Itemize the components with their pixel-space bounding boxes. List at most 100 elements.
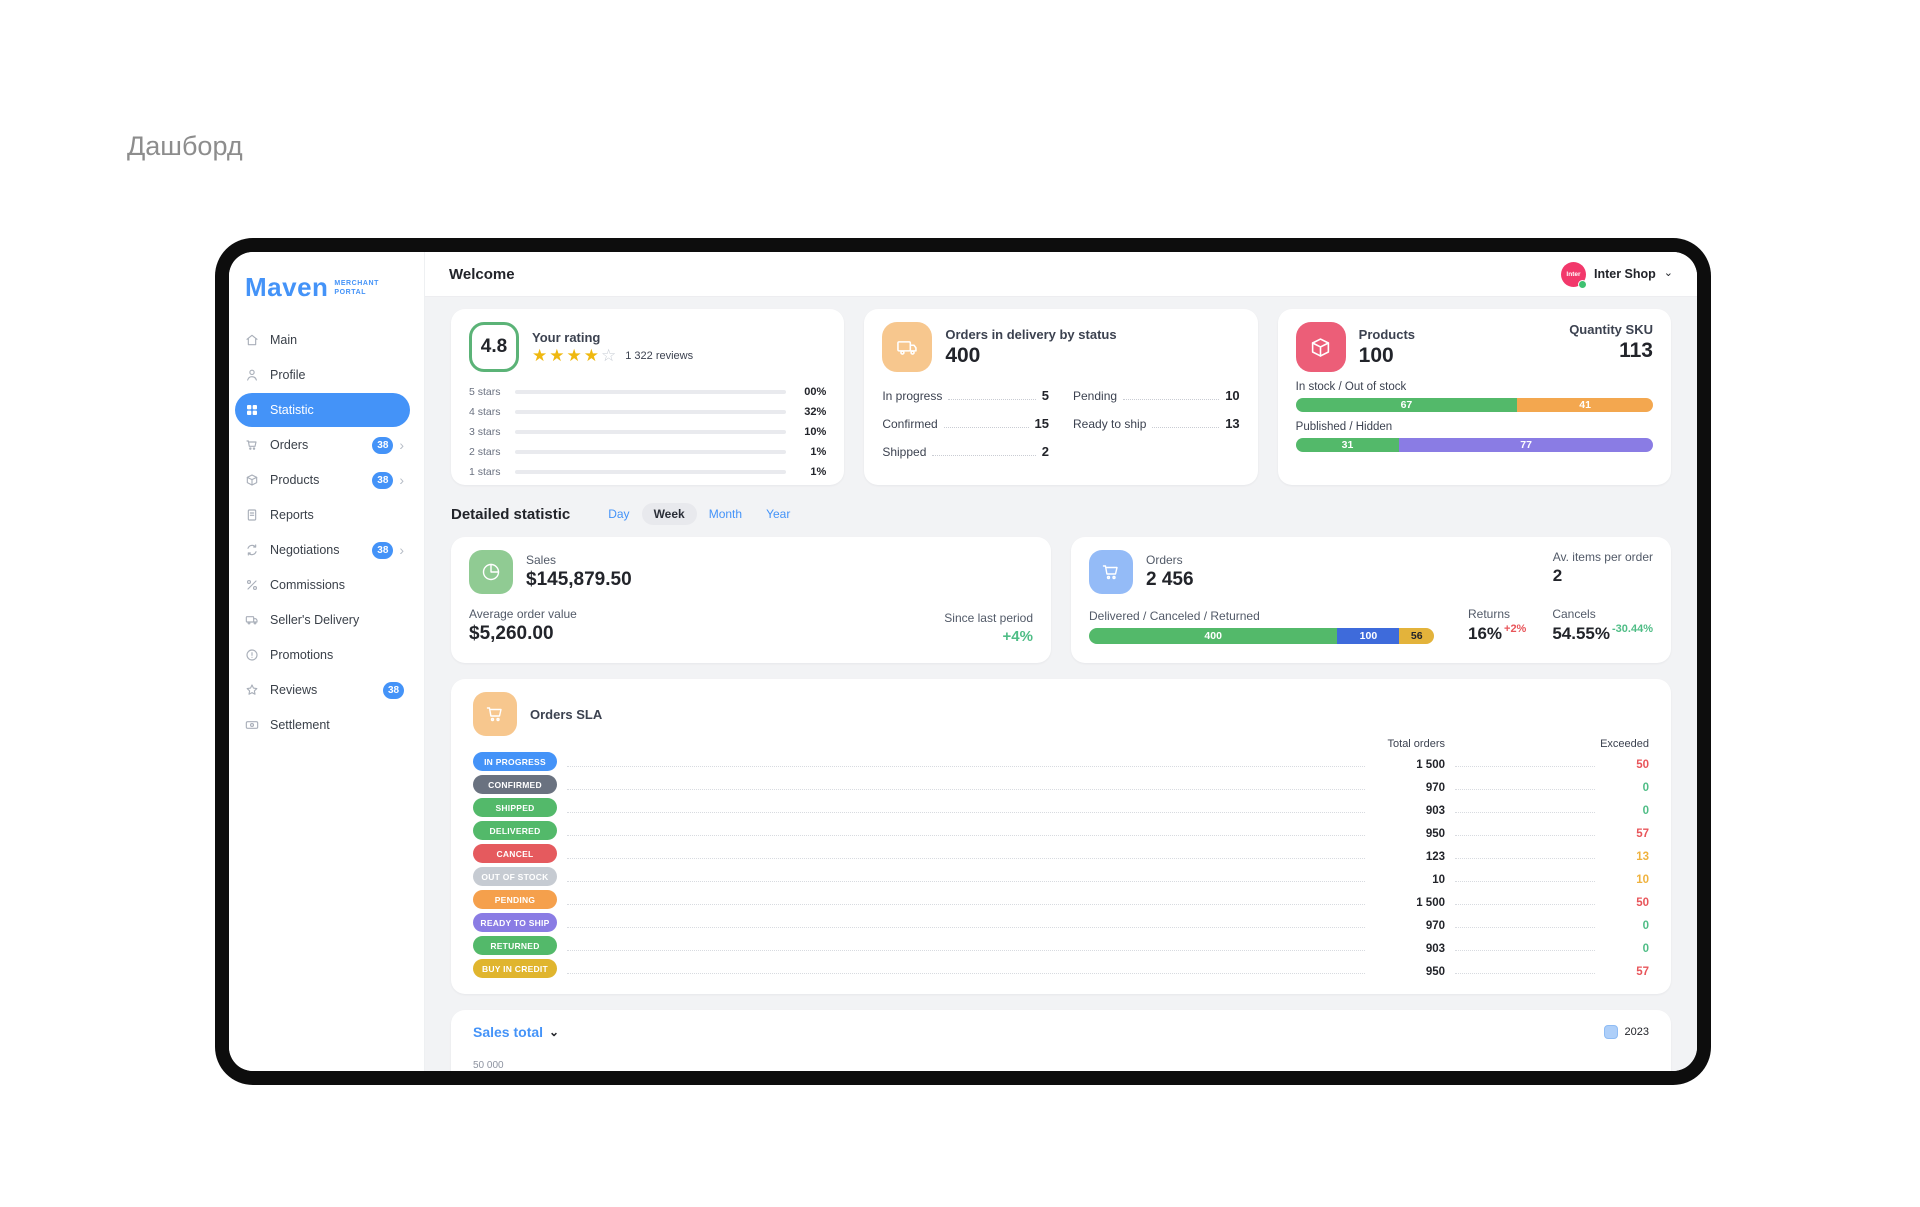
bar-value: 32% <box>804 406 827 418</box>
dotted-leader <box>943 427 1029 428</box>
sidebar-item-settlement[interactable]: Settlement <box>235 708 410 742</box>
sales-total-dropdown[interactable]: Sales total ⌄ <box>473 1024 559 1040</box>
total-orders-value: 1 500 <box>1416 897 1445 909</box>
sidebar-item-orders[interactable]: Orders 38 › <box>235 428 410 462</box>
delivery-title: Orders in delivery by status <box>945 326 1117 342</box>
sidebar-item-profile[interactable]: Profile <box>235 358 410 392</box>
rating-bars: 5 stars 00% 4 stars 32% 3 stars <box>469 384 826 480</box>
dcr-bar-label: Delivered / Canceled / Returned <box>1089 609 1260 623</box>
sla-row: BUY IN CREDIT 950 57 <box>473 957 1649 980</box>
orders-badge: 38 <box>372 436 394 454</box>
dotted-leader <box>1455 881 1595 882</box>
exceeded-value: 57 <box>1636 828 1649 840</box>
dotted-leader <box>1123 399 1220 400</box>
bar-value: 10% <box>804 426 827 438</box>
sidebar-item-products[interactable]: Products 38 › <box>235 463 410 497</box>
delivery-value: 15 <box>1034 416 1049 431</box>
sidebar-item-promotions[interactable]: Promotions <box>235 638 410 672</box>
sku-value: 113 <box>1619 339 1653 362</box>
sales-card: Sales $145,879.50 Average order value $5… <box>451 537 1051 663</box>
orders-value: 2 456 <box>1146 569 1194 590</box>
sidebar-item-reviews[interactable]: Reviews 38 <box>235 673 410 707</box>
sidebar-item-label: Profile <box>270 368 306 382</box>
pie-chart-icon <box>469 550 513 594</box>
star-filled-icon: ★ <box>566 346 582 365</box>
sidebar-item-reports[interactable]: Reports <box>235 498 410 532</box>
status-pill: IN PROGRESS <box>473 752 557 771</box>
sidebar-item-label: Promotions <box>270 648 334 662</box>
box-icon <box>1295 322 1346 372</box>
sidebar-item-main[interactable]: Main <box>235 323 410 357</box>
dotted-leader <box>567 789 1365 790</box>
logo: Maven MERCHANT PORTAL <box>229 252 424 311</box>
delivery-label: Shipped <box>882 445 927 459</box>
delivery-row: In progress 5 <box>882 386 1049 403</box>
tab-month[interactable]: Month <box>708 507 743 521</box>
rating-bar-row: 5 stars 00% <box>469 384 826 400</box>
sidebar-item-sellers-delivery[interactable]: Seller's Delivery <box>235 603 410 637</box>
bar-label: 4 stars <box>469 406 501 418</box>
online-status-dot <box>1577 279 1587 289</box>
bar-label: 2 stars <box>469 446 501 458</box>
logo-name: Maven <box>245 272 329 302</box>
sidebar-item-commissions[interactable]: Commissions <box>235 568 410 602</box>
sidebar-item-label: Seller's Delivery <box>270 613 360 627</box>
products-title: Products <box>1358 326 1415 342</box>
wallet-icon <box>245 721 259 729</box>
orders-card: Orders 2 456 Av. items per order 2 <box>1071 537 1671 663</box>
bar-value: 1% <box>810 466 827 478</box>
canceled-segment: 100 <box>1337 628 1400 644</box>
home-icon <box>246 334 258 346</box>
detailed-statistic-title: Detailed statistic <box>451 505 571 523</box>
bar-track <box>515 430 787 434</box>
year-label: 2023 <box>1624 1026 1649 1038</box>
sla-row: CANCEL 123 13 <box>473 842 1649 865</box>
chevron-right-icon: › <box>399 472 404 488</box>
sales-total-label: Sales total <box>473 1024 544 1040</box>
status-pill: BUY IN CREDIT <box>473 959 557 978</box>
avg-items-value: 2 <box>1552 566 1563 585</box>
total-orders-value: 10 <box>1432 874 1445 886</box>
total-orders-value: 123 <box>1425 851 1445 863</box>
cancels-value: 54.55% -30.44% <box>1552 623 1653 644</box>
device-frame: Maven MERCHANT PORTAL Main Profile St <box>215 238 1711 1085</box>
sidebar-item-label: Reviews <box>270 683 318 697</box>
delivery-row: Confirmed 15 <box>882 414 1049 431</box>
products-total: 100 <box>1358 343 1394 367</box>
sla-row: READY TO SHIP 970 0 <box>473 911 1649 934</box>
dotted-leader <box>932 455 1036 456</box>
avatar-text: Inter <box>1566 270 1581 278</box>
bar-track <box>515 450 787 454</box>
dotted-leader <box>567 950 1365 951</box>
sidebar-item-statistic[interactable]: Statistic <box>235 393 410 427</box>
shop-switcher[interactable]: Inter Inter Shop ⌄ <box>1560 261 1673 289</box>
truck-icon <box>245 616 258 625</box>
status-pill: PENDING <box>473 890 557 909</box>
dotted-leader <box>567 904 1365 905</box>
sla-title: Orders SLA <box>530 706 603 722</box>
delivery-value: 10 <box>1225 388 1240 403</box>
sidebar-item-negotiations[interactable]: Negotiations 38 › <box>235 533 410 567</box>
reviews-count: 1 322 reviews <box>625 349 694 362</box>
sidebar-item-label: Reports <box>270 508 314 522</box>
dotted-leader <box>567 881 1365 882</box>
logo-tagline-line1: MERCHANT <box>334 280 379 287</box>
delivery-total: 400 <box>945 343 981 367</box>
total-orders-value: 903 <box>1425 943 1445 955</box>
sales-title: Sales <box>526 553 557 567</box>
percent-icon <box>246 579 258 591</box>
total-orders-value: 903 <box>1425 805 1445 817</box>
year-checkbox[interactable] <box>1603 1025 1618 1039</box>
delivery-row: Shipped 2 <box>882 442 1049 459</box>
published-bar: 31 77 <box>1295 438 1653 452</box>
returns-label: Returns <box>1467 607 1511 621</box>
tab-day[interactable]: Day <box>608 507 630 521</box>
tab-week[interactable]: Week <box>641 503 697 525</box>
tab-year[interactable]: Year <box>766 507 791 521</box>
dotted-leader <box>567 766 1365 767</box>
dotted-leader <box>1455 812 1595 813</box>
logo-tagline-line2: PORTAL <box>334 289 367 297</box>
returns-value: 16% +2% <box>1468 623 1526 644</box>
total-orders-value: 950 <box>1425 966 1445 978</box>
returns-pct: 16% <box>1467 624 1503 643</box>
